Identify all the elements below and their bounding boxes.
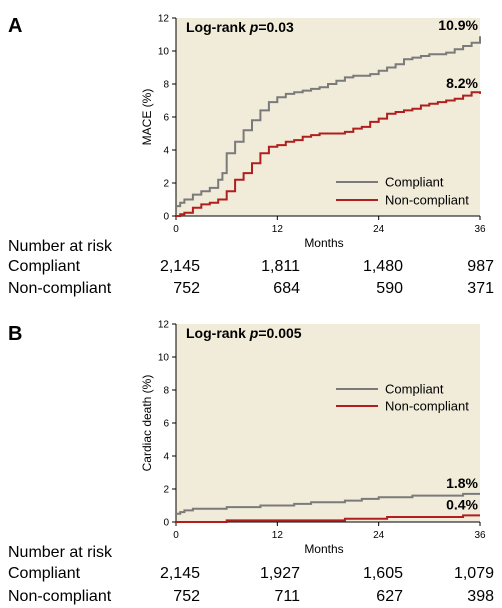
x-tick-label: 0 <box>173 530 179 541</box>
y-tick-label: 2 <box>163 485 169 496</box>
series-line-non-compliant <box>176 91 481 217</box>
log-rank-annotation: Log-rank p=0.005 <box>186 325 302 341</box>
y-tick-label: 4 <box>163 146 169 157</box>
plot-area <box>176 324 480 522</box>
risk-value: 371 <box>467 280 494 297</box>
risk-value: 2,145 <box>160 565 200 582</box>
x-axis-title: Months <box>304 542 343 556</box>
y-tick-label: 0 <box>163 518 169 529</box>
panel-letter: B <box>8 323 22 345</box>
risk-row-label: Compliant <box>8 258 81 275</box>
risk-value: 1,480 <box>363 258 403 275</box>
risk-value: 398 <box>467 588 494 605</box>
x-tick-label: 12 <box>272 530 284 541</box>
end-value-label: 10.9% <box>438 17 478 33</box>
legend: Compliant Non-compliant <box>336 175 469 208</box>
risk-value: 1,927 <box>260 565 300 582</box>
risk-value: 590 <box>376 280 403 297</box>
risk-value: 1,079 <box>454 565 494 582</box>
risk-table: Number at risk Compliant 2,145 1,811 1,480 98… <box>8 238 494 297</box>
y-tick-label: 6 <box>163 419 169 430</box>
risk-value: 684 <box>273 280 300 297</box>
y-tick-label: 6 <box>163 113 169 124</box>
risk-value: 752 <box>173 280 200 297</box>
risk-value: 987 <box>467 258 494 275</box>
y-tick-label: 4 <box>163 452 169 463</box>
x-tick-label: 36 <box>474 224 486 235</box>
risk-value: 1,605 <box>363 565 403 582</box>
legend: Compliant Non-compliant <box>336 382 469 414</box>
plot-area <box>176 18 480 216</box>
x-tick-label: 36 <box>474 530 486 541</box>
legend-label: Compliant <box>385 175 444 190</box>
y-tick-label: 2 <box>163 179 169 190</box>
y-tick-label: 12 <box>158 320 170 331</box>
y-tick-label: 10 <box>158 353 170 364</box>
risk-value: 2,145 <box>160 258 200 275</box>
y-tick-label: 12 <box>158 14 170 25</box>
y-tick-label: 10 <box>158 47 170 58</box>
series-line-compliant <box>176 492 480 515</box>
end-value-label: 0.4% <box>446 496 478 512</box>
y-axis-title: MACE (%) <box>140 89 154 146</box>
panel-letter: A <box>8 15 22 37</box>
legend-label: Non-compliant <box>385 193 469 208</box>
risk-table-title: Number at risk <box>8 544 113 561</box>
legend-label: Non-compliant <box>385 399 469 414</box>
series-line-compliant <box>176 36 481 208</box>
x-tick-label: 0 <box>173 224 179 235</box>
x-tick-label: 12 <box>272 224 284 235</box>
risk-value: 752 <box>173 588 200 605</box>
legend-label: Compliant <box>385 382 444 397</box>
risk-value: 711 <box>274 588 300 605</box>
risk-table-title: Number at risk <box>8 238 113 255</box>
risk-row-label: Compliant <box>8 565 81 582</box>
risk-table: Number at risk Compliant 2,145 1,927 1,605 1,… <box>8 544 494 605</box>
end-value-label: 8.2% <box>446 75 478 91</box>
x-tick-label: 24 <box>373 530 385 541</box>
y-tick-label: 8 <box>163 80 169 91</box>
x-axis-title: Months <box>304 236 343 250</box>
y-tick-label: 0 <box>163 212 169 223</box>
risk-value: 1,811 <box>261 258 300 275</box>
risk-row-label: Non-compliant <box>8 280 112 297</box>
y-tick-label: 8 <box>163 386 169 397</box>
risk-value: 627 <box>376 588 403 605</box>
y-axis-title: Cardiac death (%) <box>140 375 154 472</box>
risk-row-label: Non-compliant <box>8 588 112 605</box>
end-value-label: 1.8% <box>446 475 478 491</box>
x-tick-label: 24 <box>373 224 385 235</box>
log-rank-annotation: Log-rank p=0.03 <box>186 19 294 35</box>
series-line-non-compliant <box>176 514 480 523</box>
